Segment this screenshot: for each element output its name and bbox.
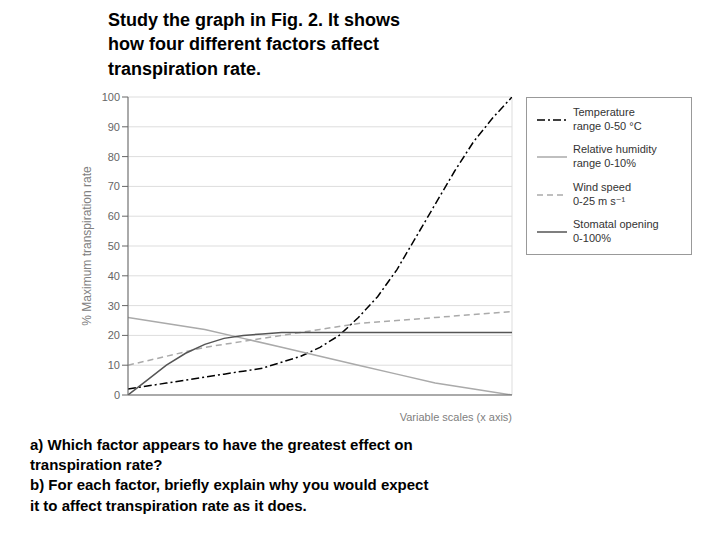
svg-text:60: 60 (108, 210, 120, 222)
html-text:Temperature range 0-50 °C: Temperature range 0-50 °C (573, 105, 642, 132)
svg-text:20: 20 (108, 329, 120, 341)
svg-text:80: 80 (108, 150, 120, 162)
svg-text:70: 70 (108, 180, 120, 192)
html-text:b) For each factor, briefly ex: b) For each factor, briefly explain why … (30, 476, 429, 514)
svg-text:50: 50 (108, 240, 120, 252)
html-text:Wind speed 0-25 m s⁻¹: Wind speed 0-25 m s⁻¹ (573, 180, 632, 207)
svg-text:90: 90 (108, 121, 120, 133)
html-text:Study the graph in Fig. 2. It: Study the graph in Fig. 2. It shows how … (108, 10, 400, 79)
svg-text:10: 10 (108, 359, 120, 371)
html-text:a) Which factor appears to hav: a) Which factor appears to have the grea… (30, 435, 413, 474)
html-text:Stomatal opening 0-100%: Stomatal opening 0-100% (573, 218, 659, 245)
html-text:Relative humidity range 0-10%: Relative humidity range 0-10% (573, 143, 657, 170)
svg-text:100: 100 (102, 91, 120, 103)
svg-text:% Maximum transpiration rate: % Maximum transpiration rate (80, 166, 94, 326)
svg-text:40: 40 (108, 270, 120, 282)
svg-text:Variable scales (x axis): Variable scales (x axis) (400, 411, 512, 423)
svg-text:0: 0 (114, 389, 120, 401)
svg-text:30: 30 (108, 299, 120, 311)
